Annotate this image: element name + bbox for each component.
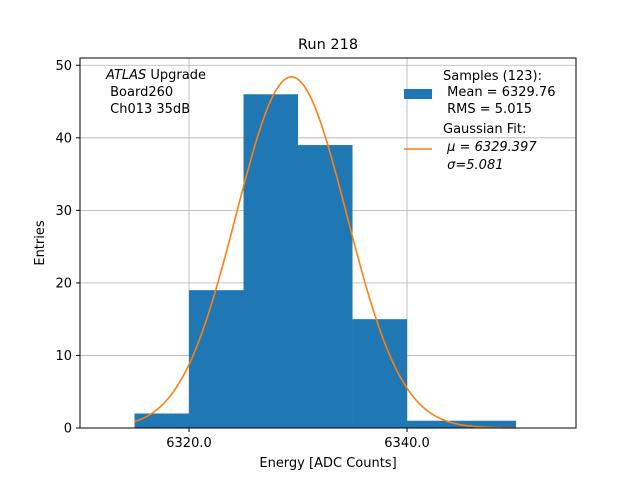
- annotation-board: Board260: [106, 85, 173, 100]
- y-tick-label: 10: [55, 349, 72, 364]
- x-tick-label: 6320.0: [166, 436, 212, 451]
- chart-title: Run 218: [298, 37, 358, 53]
- histogram-bar: [243, 94, 299, 429]
- y-axis-label: Entries: [33, 220, 48, 266]
- histogram-bar: [407, 420, 462, 428]
- histogram-bar: [298, 145, 353, 428]
- histogram-bar: [134, 413, 190, 428]
- experiment-annotation: ATLAS Upgrade Board260 Ch013 35dB: [105, 68, 206, 117]
- y-tick-label: 20: [55, 276, 72, 291]
- axis-ticks: 0 10 20 30 40 50 6320.0 6340.0: [55, 59, 429, 451]
- x-tick-label: 6340.0: [384, 436, 430, 451]
- legend-samples-line1: Samples (123):: [443, 69, 542, 84]
- y-tick-label: 0: [64, 422, 72, 437]
- y-tick-label: 40: [55, 131, 72, 146]
- legend-samples-line2: Mean = 6329.76: [443, 85, 555, 100]
- svg-text:μ = 6329.397: μ = 6329.397: [443, 140, 537, 155]
- y-tick-label: 50: [55, 59, 72, 74]
- gaussian-fit-curve: [134, 76, 517, 429]
- legend: Samples (123): Mean = 6329.76 RMS = 5.01…: [404, 69, 555, 173]
- svg-text:ATLAS Upgrade: ATLAS Upgrade: [105, 68, 206, 83]
- legend-samples-line3: RMS = 5.015: [443, 102, 532, 117]
- legend-fit-line3: σ=5.081: [447, 158, 503, 173]
- annotation-atlas: ATLAS: [105, 68, 146, 83]
- annotation-upgrade: Upgrade: [146, 68, 206, 83]
- histogram-bar: [189, 290, 244, 428]
- svg-text:σ=5.081: σ=5.081: [443, 158, 504, 173]
- annotation-channel: Ch013 35dB: [106, 102, 190, 117]
- legend-fit-line1: Gaussian Fit:: [443, 122, 526, 137]
- y-tick-label: 30: [55, 204, 72, 219]
- legend-samples-swatch: [404, 89, 432, 99]
- histogram-bar: [461, 420, 517, 428]
- legend-fit-line2: μ = 6329.397: [446, 140, 537, 155]
- fit-line: [134, 76, 517, 429]
- histogram-bars: [134, 94, 517, 429]
- plot-frame: [79, 57, 577, 429]
- x-axis-label: Energy [ADC Counts]: [259, 456, 396, 471]
